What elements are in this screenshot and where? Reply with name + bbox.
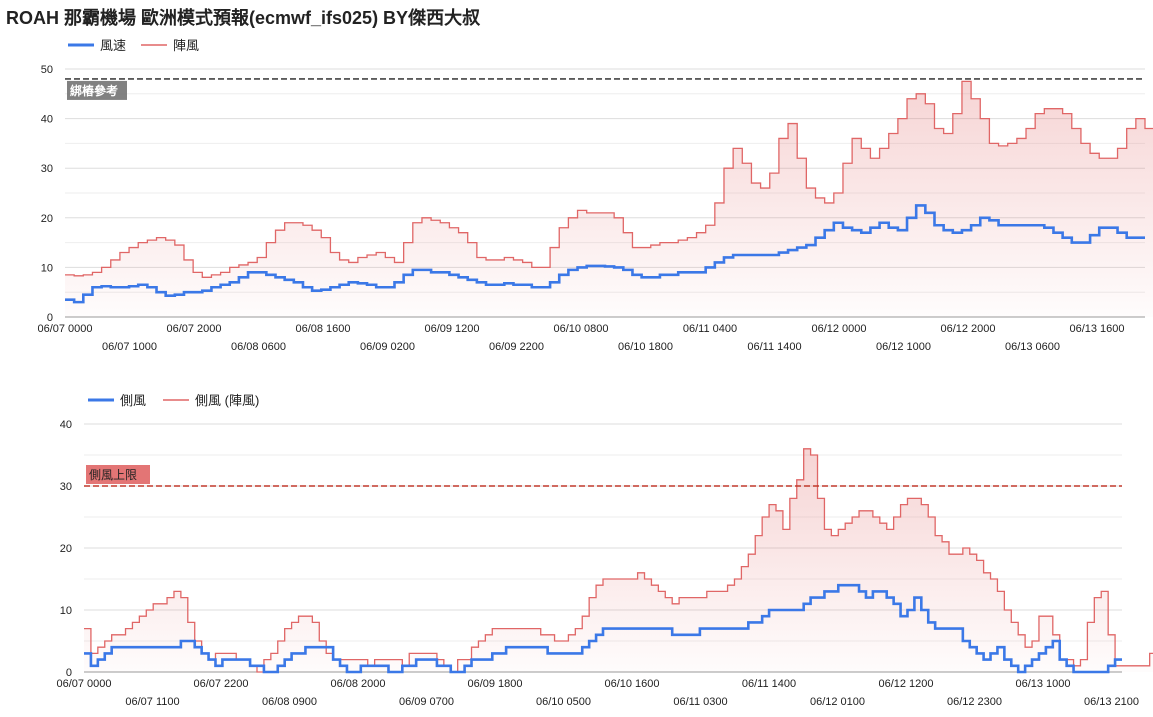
gust-area: [65, 81, 1153, 317]
y-tick-label: 30: [41, 163, 53, 175]
y-tick-label: 20: [41, 213, 53, 225]
x-tick-label: 06/12 0000: [811, 323, 866, 335]
reference-label: 綁樁參考: [70, 83, 118, 98]
x-tick-label: 06/07 0000: [37, 323, 92, 335]
x-tick-label: 06/09 2200: [489, 341, 544, 353]
legend-label-0: 風速: [100, 38, 126, 53]
reference-line: 綁樁參考: [65, 78, 1145, 100]
y-tick-label: 40: [41, 114, 53, 126]
x-tick-label: 06/08 0600: [231, 341, 286, 353]
x-tick-label: 06/08 0900: [262, 696, 317, 708]
legend-label-1: 陣風: [173, 38, 199, 53]
x-tick-label: 06/09 1200: [424, 323, 479, 335]
reference-label-bg: [67, 80, 127, 100]
x-tick-label: 06/07 1100: [125, 696, 179, 708]
y-tick-label: 10: [41, 262, 53, 274]
gust-area: [84, 448, 1153, 672]
reference-label: 側風上限: [89, 468, 137, 482]
x-tick-label: 06/07 1000: [102, 341, 157, 353]
x-axis: 06/07 0000 06/07 2200 06/08 2000 06/09 1800…: [56, 678, 1139, 708]
reference-label-bg: [86, 465, 150, 484]
page-title: ROAH 那霸機場 歐洲模式預報(ecmwf_ifs025) BY傑西大叔: [6, 8, 481, 28]
wind-speed-chart: 風速 陣風 0 10 20 30 40 50 06/07 0000 06/07 2000 06/08…: [37, 38, 1153, 353]
x-tick-label: 06/12 1200: [878, 678, 933, 690]
y-tick-label: 0: [66, 667, 72, 679]
x-tick-label: 06/09 0200: [360, 341, 415, 353]
x-tick-label: 06/13 2100: [1084, 696, 1139, 708]
x-tick-label: 06/11 0400: [683, 323, 737, 335]
legend: 風速 陣風: [68, 38, 199, 53]
x-tick-label: 06/09 1800: [467, 678, 522, 690]
x-tick-label: 06/10 0500: [536, 696, 591, 708]
x-tick-label: 06/12 0100: [810, 696, 865, 708]
x-tick-label: 06/12 2300: [947, 696, 1002, 708]
y-tick-label: 30: [60, 481, 72, 493]
x-tick-label: 06/12 1000: [876, 341, 931, 353]
x-tick-label: 06/10 0800: [553, 323, 608, 335]
x-tick-label: 06/11 0300: [673, 696, 727, 708]
x-axis: 06/07 0000 06/07 2000 06/08 1600 06/09 1200…: [37, 323, 1124, 353]
x-tick-label: 06/07 0000: [56, 678, 111, 690]
series-line-speed: [84, 583, 1122, 674]
y-tick-label: 40: [60, 419, 72, 431]
x-tick-label: 06/11 1400: [747, 341, 801, 353]
y-tick-label: 10: [60, 605, 72, 617]
x-tick-label: 06/10 1800: [618, 341, 673, 353]
x-tick-label: 06/08 1600: [295, 323, 350, 335]
y-tick-label: 0: [47, 312, 53, 324]
y-tick-label: 20: [60, 543, 72, 555]
x-tick-label: 06/07 2000: [166, 323, 221, 335]
y-tick-label: 50: [41, 64, 53, 76]
reference-line: 側風上限: [84, 465, 1122, 487]
x-tick-label: 06/07 2200: [193, 678, 248, 690]
x-tick-label: 06/12 2000: [940, 323, 995, 335]
x-tick-label: 06/13 0600: [1005, 341, 1060, 353]
series-line-gust: [65, 80, 1153, 278]
series-line-speed: [65, 204, 1145, 304]
x-tick-label: 06/13 1000: [1015, 678, 1070, 690]
x-tick-label: 06/10 1600: [604, 678, 659, 690]
legend: 側風 側風 (陣風): [88, 393, 259, 408]
legend-label-1: 側風 (陣風): [195, 393, 259, 408]
legend-label-0: 側風: [120, 393, 146, 408]
x-tick-label: 06/08 2000: [330, 678, 385, 690]
x-tick-label: 06/11 1400: [742, 678, 796, 690]
series-line-gust: [84, 448, 1153, 673]
x-tick-label: 06/13 1600: [1069, 323, 1124, 335]
x-tick-label: 06/09 0700: [399, 696, 454, 708]
